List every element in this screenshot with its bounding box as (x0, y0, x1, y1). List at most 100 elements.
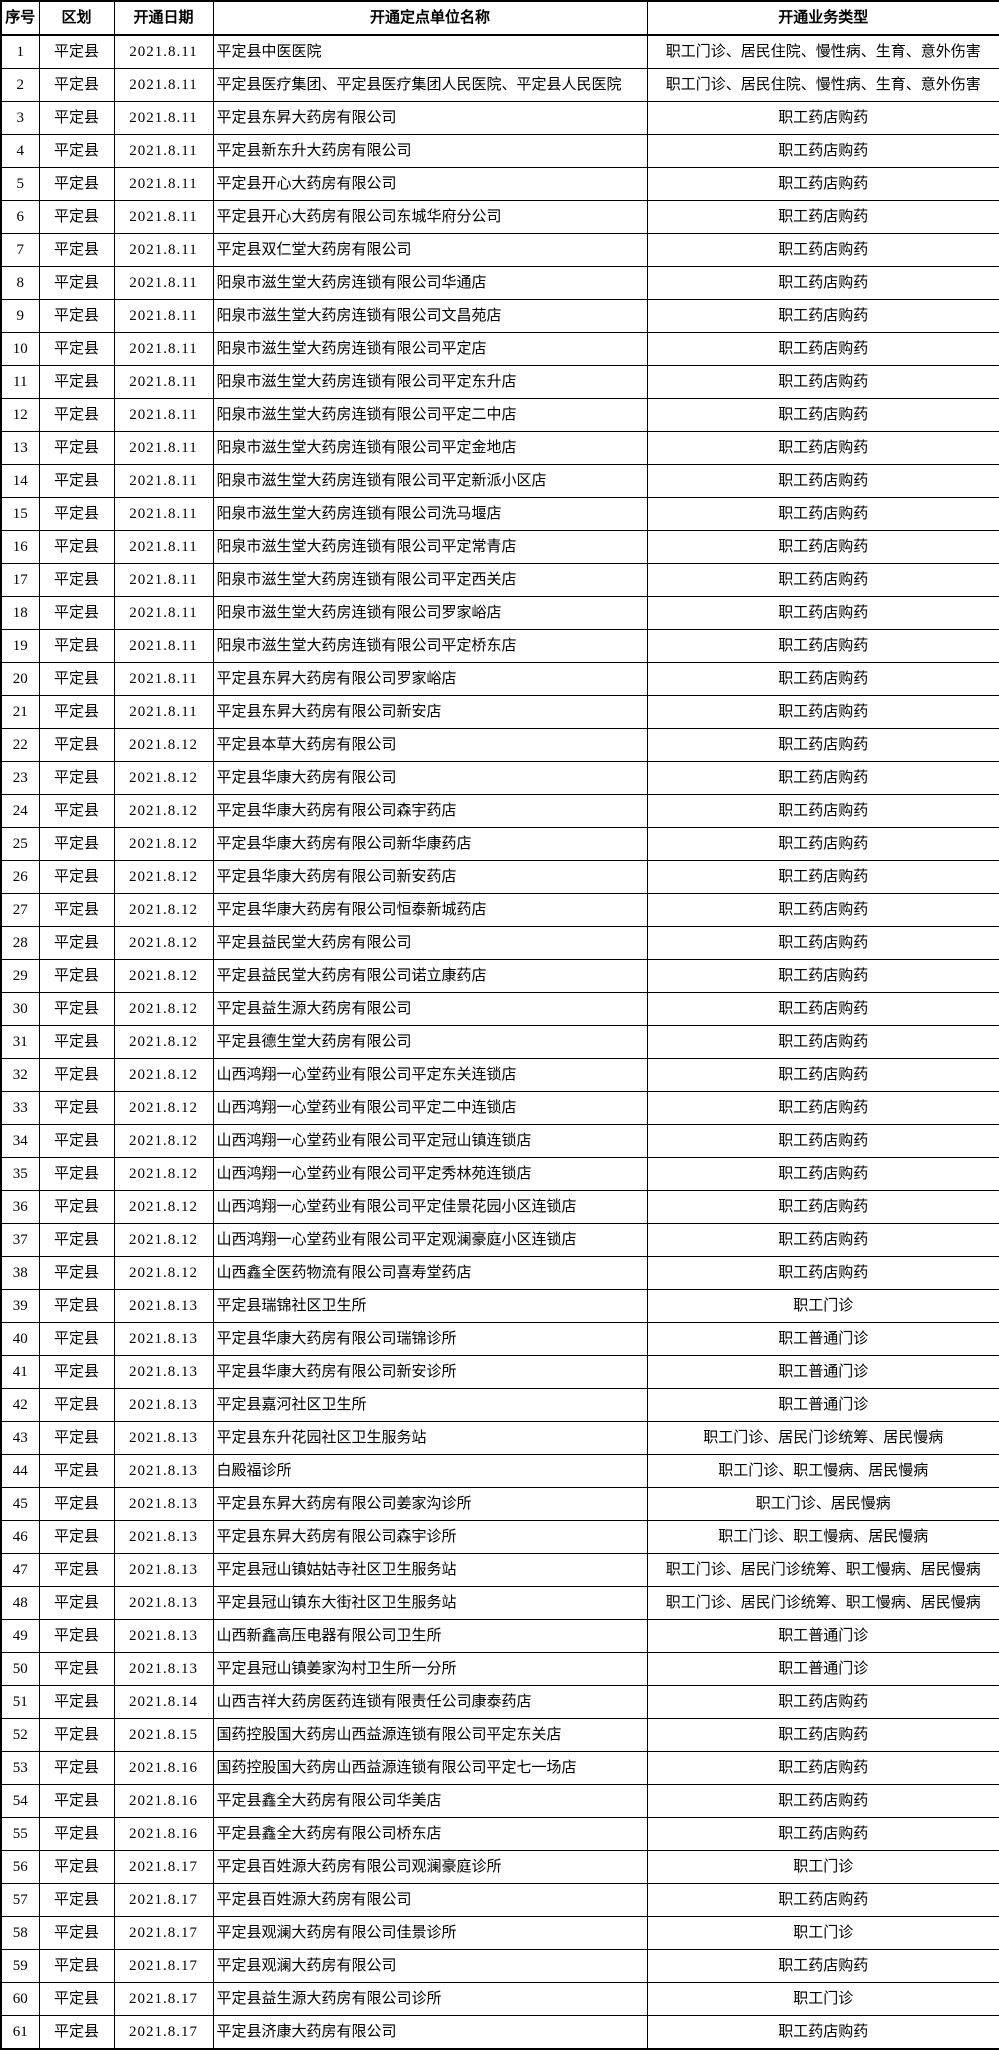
cell-unit-name: 阳泉市滋生堂大药房连锁有限公司平定常青店 (212, 530, 648, 564)
cell-date: 2021.8.11 (113, 563, 214, 597)
cell-business-type: 职工门诊、职工慢病、居民慢病 (646, 1454, 999, 1488)
header-open-date: 开通日期 (113, 0, 214, 36)
cell-business-type: 职工药店购药 (646, 2015, 999, 2050)
cell-business-type: 职工药店购药 (646, 332, 999, 366)
cell-seq: 31 (0, 1025, 40, 1059)
cell-business-type: 职工药店购药 (646, 365, 999, 399)
cell-district: 平定县 (38, 1421, 115, 1455)
cell-unit-name: 阳泉市滋生堂大药房连锁有限公司平定金地店 (212, 431, 648, 465)
cell-seq: 5 (0, 167, 40, 201)
cell-district: 平定县 (38, 1157, 115, 1191)
cell-district: 平定县 (38, 1850, 115, 1884)
cell-district: 平定县 (38, 1223, 115, 1257)
cell-district: 平定县 (38, 431, 115, 465)
cell-district: 平定县 (38, 596, 115, 630)
table-row: 59 平定县 2021.8.17 平定县观澜大药房有限公司 职工药店购药 (0, 1949, 999, 1983)
cell-date: 2021.8.11 (113, 365, 214, 399)
cell-seq: 2 (0, 68, 40, 102)
cell-seq: 23 (0, 761, 40, 795)
table-row: 60 平定县 2021.8.17 平定县益生源大药房有限公司诊所 职工门诊 (0, 1982, 999, 2016)
cell-district: 平定县 (38, 497, 115, 531)
cell-date: 2021.8.13 (113, 1322, 214, 1356)
cell-date: 2021.8.17 (113, 1916, 214, 1950)
cell-date: 2021.8.11 (113, 167, 214, 201)
cell-business-type: 职工药店购药 (646, 200, 999, 234)
cell-business-type: 职工药店购药 (646, 563, 999, 597)
cell-unit-name: 阳泉市滋生堂大药房连锁有限公司平定桥东店 (212, 629, 648, 663)
cell-unit-name: 山西鸿翔一心堂药业有限公司平定东关连锁店 (212, 1058, 648, 1092)
cell-unit-name: 阳泉市滋生堂大药房连锁有限公司平定东升店 (212, 365, 648, 399)
table-row: 33 平定县 2021.8.12 山西鸿翔一心堂药业有限公司平定二中连锁店 职工… (0, 1091, 999, 1125)
cell-seq: 40 (0, 1322, 40, 1356)
cell-business-type: 职工药店购药 (646, 431, 999, 465)
cell-unit-name: 山西鸿翔一心堂药业有限公司平定二中连锁店 (212, 1091, 648, 1125)
cell-unit-name: 山西鑫全医药物流有限公司喜寿堂药店 (212, 1256, 648, 1290)
table-row: 17 平定县 2021.8.11 阳泉市滋生堂大药房连锁有限公司平定西关店 职工… (0, 563, 999, 597)
table-row: 58 平定县 2021.8.17 平定县观澜大药房有限公司佳景诊所 职工门诊 (0, 1916, 999, 1950)
cell-district: 平定县 (38, 794, 115, 828)
cell-seq: 7 (0, 233, 40, 267)
table-row: 56 平定县 2021.8.17 平定县百姓源大药房有限公司观澜豪庭诊所 职工门… (0, 1850, 999, 1884)
cell-date: 2021.8.17 (113, 1850, 214, 1884)
cell-district: 平定县 (38, 1652, 115, 1686)
cell-district: 平定县 (38, 1256, 115, 1290)
cell-date: 2021.8.17 (113, 1982, 214, 2016)
cell-district: 平定县 (38, 266, 115, 300)
cell-business-type: 职工药店购药 (646, 695, 999, 729)
cell-unit-name: 平定县观澜大药房有限公司佳景诊所 (212, 1916, 648, 1950)
table-row: 32 平定县 2021.8.12 山西鸿翔一心堂药业有限公司平定东关连锁店 职工… (0, 1058, 999, 1092)
cell-unit-name: 平定县益民堂大药房有限公司 (212, 926, 648, 960)
table-row: 52 平定县 2021.8.15 国药控股国大药房山西益源连锁有限公司平定东关店… (0, 1718, 999, 1752)
cell-unit-name: 平定县冠山镇姜家沟村卫生所一分所 (212, 1652, 648, 1686)
cell-date: 2021.8.13 (113, 1454, 214, 1488)
cell-district: 平定县 (38, 1454, 115, 1488)
cell-unit-name: 平定县华康大药房有限公司新安诊所 (212, 1355, 648, 1389)
cell-business-type: 职工药店购药 (646, 1124, 999, 1158)
cell-district: 平定县 (38, 1058, 115, 1092)
cell-district: 平定县 (38, 1124, 115, 1158)
cell-date: 2021.8.11 (113, 200, 214, 234)
cell-date: 2021.8.13 (113, 1388, 214, 1422)
cell-date: 2021.8.15 (113, 1718, 214, 1752)
cell-business-type: 职工门诊、居民门诊统筹、职工慢病、居民慢病 (646, 1553, 999, 1587)
table-row: 25 平定县 2021.8.12 平定县华康大药房有限公司新华康药店 职工药店购… (0, 827, 999, 861)
cell-unit-name: 平定县冠山镇东大街社区卫生服务站 (212, 1586, 648, 1620)
cell-date: 2021.8.13 (113, 1586, 214, 1620)
cell-business-type: 职工药店购药 (646, 497, 999, 531)
cell-business-type: 职工药店购药 (646, 1256, 999, 1290)
cell-unit-name: 平定县东昇大药房有限公司 (212, 101, 648, 135)
table-row: 20 平定县 2021.8.11 平定县东昇大药房有限公司罗家峪店 职工药店购药 (0, 662, 999, 696)
cell-unit-name: 平定县本草大药房有限公司 (212, 728, 648, 762)
cell-business-type: 职工药店购药 (646, 167, 999, 201)
cell-seq: 35 (0, 1157, 40, 1191)
cell-seq: 53 (0, 1751, 40, 1785)
cell-date: 2021.8.16 (113, 1817, 214, 1851)
cell-district: 平定县 (38, 1751, 115, 1785)
cell-unit-name: 阳泉市滋生堂大药房连锁有限公司平定店 (212, 332, 648, 366)
cell-date: 2021.8.11 (113, 530, 214, 564)
cell-unit-name: 平定县东昇大药房有限公司森宇诊所 (212, 1520, 648, 1554)
cell-seq: 33 (0, 1091, 40, 1125)
cell-unit-name: 阳泉市滋生堂大药房连锁有限公司罗家峪店 (212, 596, 648, 630)
cell-date: 2021.8.12 (113, 827, 214, 861)
cell-unit-name: 阳泉市滋生堂大药房连锁有限公司文昌苑店 (212, 299, 648, 333)
cell-date: 2021.8.12 (113, 992, 214, 1026)
cell-business-type: 职工普通门诊 (646, 1619, 999, 1653)
cell-district: 平定县 (38, 1817, 115, 1851)
cell-business-type: 职工药店购药 (646, 1784, 999, 1818)
cell-date: 2021.8.13 (113, 1289, 214, 1323)
cell-seq: 28 (0, 926, 40, 960)
cell-date: 2021.8.12 (113, 926, 214, 960)
cell-unit-name: 平定县百姓源大药房有限公司观澜豪庭诊所 (212, 1850, 648, 1884)
cell-business-type: 职工药店购药 (646, 992, 999, 1026)
cell-seq: 37 (0, 1223, 40, 1257)
cell-district: 平定县 (38, 1289, 115, 1323)
cell-district: 平定县 (38, 761, 115, 795)
table-row: 46 平定县 2021.8.13 平定县东昇大药房有限公司森宇诊所 职工门诊、职… (0, 1520, 999, 1554)
cell-date: 2021.8.17 (113, 1883, 214, 1917)
cell-business-type: 职工普通门诊 (646, 1388, 999, 1422)
cell-unit-name: 山西鸿翔一心堂药业有限公司平定观澜豪庭小区连锁店 (212, 1223, 648, 1257)
cell-seq: 50 (0, 1652, 40, 1686)
cell-date: 2021.8.12 (113, 1157, 214, 1191)
